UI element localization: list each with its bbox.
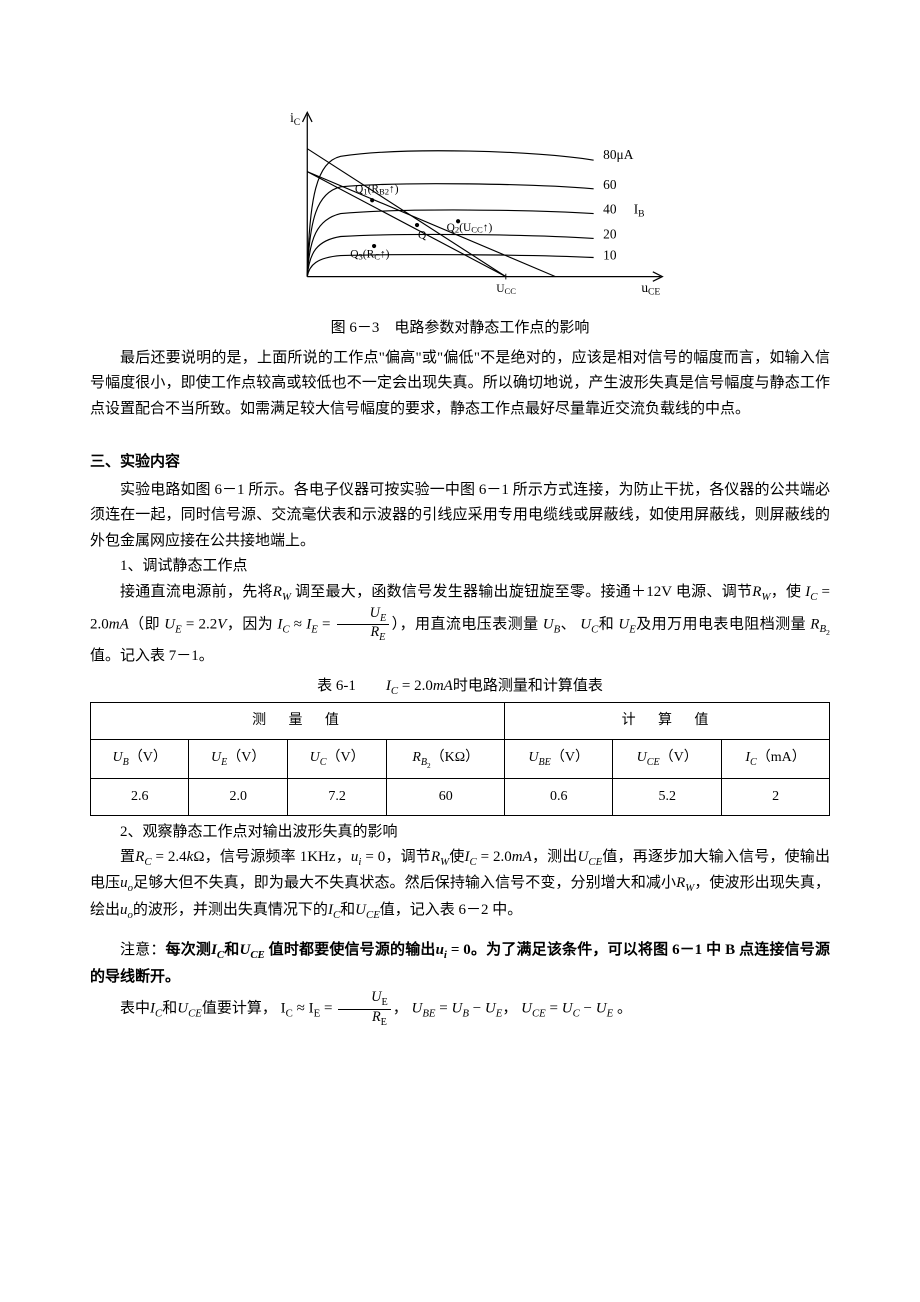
cell: 5.2 [613, 778, 722, 815]
t: （即 [129, 616, 160, 632]
figure-6-3: 80μA 60 40 20 10 IB Q1(RB2↑) Q2(UCC↑) Q … [90, 100, 830, 310]
ib-label-10: 10 [603, 247, 617, 262]
t: ，因为 [226, 616, 273, 632]
y-axis-label: iC [290, 110, 300, 128]
step2-title: 2、观察静态工作点对输出波形失真的影响 [90, 820, 830, 846]
col-ue: UE（V） [189, 739, 287, 778]
cell: 0.6 [505, 778, 613, 815]
ib-label-40: 40 [603, 202, 617, 217]
table-row: 2.6 2.0 7.2 60 0.6 5.2 2 [91, 778, 830, 815]
q2-label: Q2(UCC↑) [447, 222, 493, 235]
ib-label-60: 60 [603, 177, 617, 192]
t: 和 [598, 616, 614, 632]
step2-body: 置RC = 2.4kΩ，信号源频率 1KHz，ui = 0，调节RW使IC = … [90, 845, 830, 924]
x-axis-label: uCE [641, 280, 660, 298]
t: 及用万用电表电阻档测量 [636, 616, 806, 632]
t: 时电路测量和计算值表 [453, 678, 603, 694]
ib-label-20: 20 [603, 226, 617, 241]
table-header-cols: UB（V） UE（V） UC（V） RB2（KΩ） UBE（V） UCE（V） … [91, 739, 830, 778]
step1-body: 接通直流电源前，先将RW 调至最大，函数信号发生器输出旋钮旋至零。接通＋12V … [90, 580, 830, 670]
col-ub: UB（V） [91, 739, 189, 778]
cell: 7.2 [287, 778, 386, 815]
ib-axis-label: IB [634, 202, 645, 220]
cell: 2.0 [189, 778, 287, 815]
table-6-1: 测 量 值 计 算 值 UB（V） UE（V） UC（V） RB2（KΩ） UB… [90, 702, 830, 816]
t: 接通直流电源前，先将 [120, 584, 273, 600]
t: ），用直流电压表测量 [391, 616, 538, 632]
figure-caption: 图 6－3 电路参数对静态工作点的影响 [90, 316, 830, 342]
cell: 2 [722, 778, 830, 815]
table-caption: 表 6-1 IC = 2.0mA时电路测量和计算值表 [90, 674, 830, 700]
t: 调至最大，函数信号发生器输出旋钮旋至零。接通＋12V 电源、调节 [295, 584, 752, 600]
q1-label: Q1(RB2↑) [355, 184, 399, 197]
q3-label: Q3(RC↑) [350, 249, 389, 262]
t: 、 [560, 616, 576, 632]
table-header-group: 测 量 值 计 算 值 [91, 702, 830, 739]
t: ，使 [770, 584, 801, 600]
paragraph-2: 实验电路如图 6－1 所示。各电子仪器可按实验一中图 6－1 所示方式连接，为防… [90, 478, 830, 555]
paragraph-1: 最后还要说明的是，上面所说的工作点"偏高"或"偏低"不是绝对的，应该是相对信号的… [90, 346, 830, 423]
cell: 2.6 [91, 778, 189, 815]
col-uce: UCE（V） [613, 739, 722, 778]
q-label: Q [418, 229, 427, 241]
step1-title: 1、调试静态工作点 [90, 554, 830, 580]
col-rb2: RB2（KΩ） [387, 739, 505, 778]
section-title: 三、实验内容 [90, 450, 830, 476]
ib-label-80: 80μA [603, 147, 634, 162]
col-ic: IC（mA） [722, 739, 830, 778]
col-uc: UC（V） [287, 739, 386, 778]
ucc-tick: UCC [496, 283, 516, 296]
th-measure: 测 量 值 [91, 702, 505, 739]
cell: 60 [387, 778, 505, 815]
chart-svg: 80μA 60 40 20 10 IB Q1(RB2↑) Q2(UCC↑) Q … [250, 100, 670, 310]
t: 值。记入表 7－1。 [90, 648, 214, 664]
th-calc: 计 算 值 [505, 702, 830, 739]
t: 表 6-1 [317, 678, 386, 694]
note: 注意：每次测IC和UCE 值时都要使信号源的输出ui = 0。为了满足该条件，可… [90, 938, 830, 990]
calc: 表中IC和UCE值要计算， IC ≈ IE = UERE， UBE = UB −… [90, 990, 830, 1028]
col-ube: UBE（V） [505, 739, 613, 778]
